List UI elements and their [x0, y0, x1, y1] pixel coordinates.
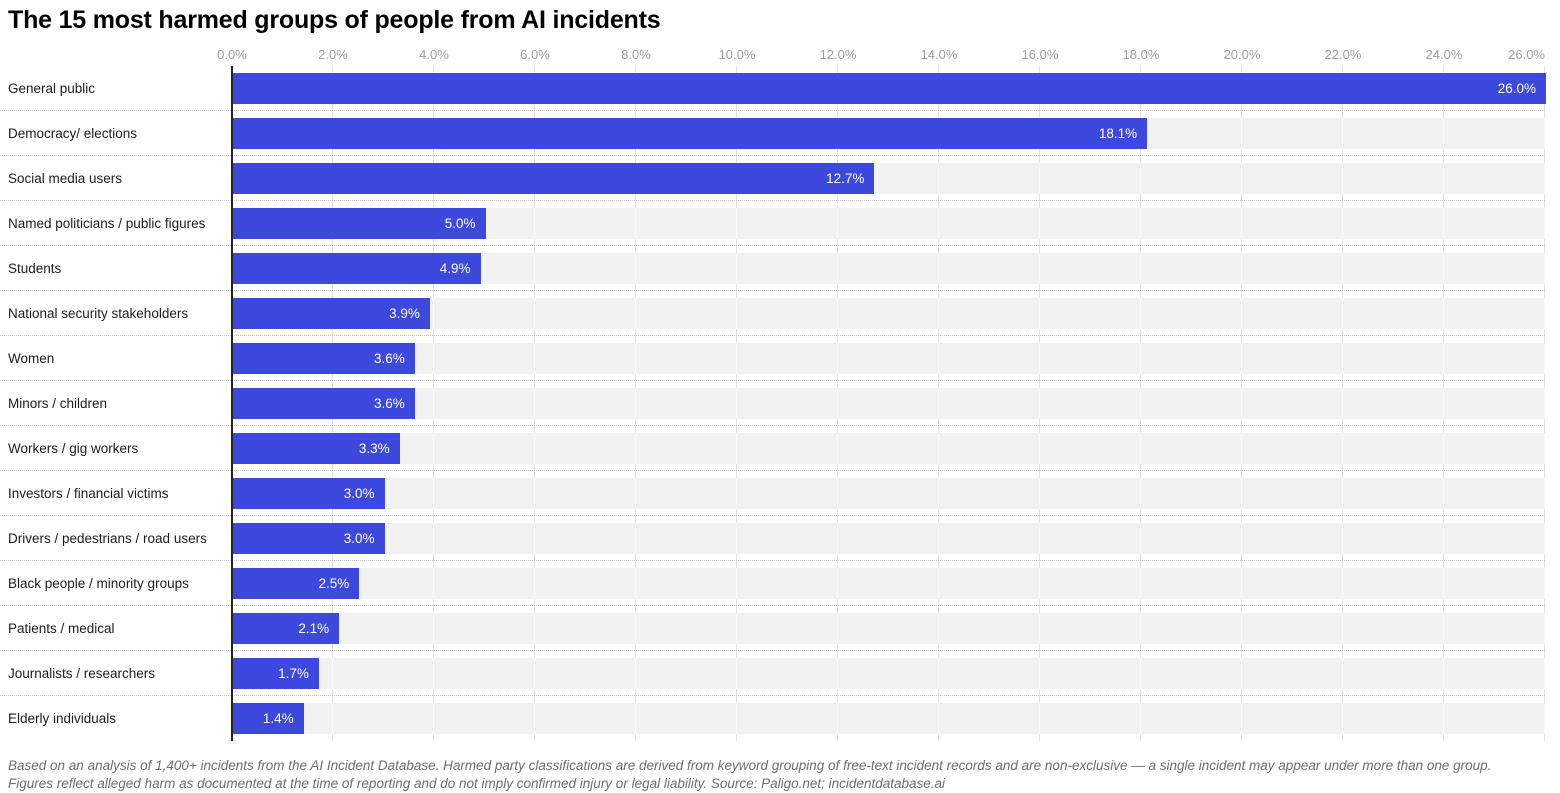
bar-row: National security stakeholders 3.9%	[0, 291, 1545, 336]
bar-track	[232, 703, 1545, 734]
x-axis-tick-label: 10.0%	[718, 47, 756, 62]
x-axis-tick-label: 16.0%	[1021, 47, 1059, 62]
x-axis-tick-label: 22.0%	[1324, 47, 1362, 62]
bar-row: Elderly individuals 1.4%	[0, 696, 1545, 741]
x-axis: 0.0% 2.0% 4.0% 6.0% 8.0% 10.0% 12.0% 14.0% 16.0%…	[0, 47, 1560, 67]
x-axis-tick-label: 24.0%	[1425, 47, 1463, 62]
bar: 3.0%	[233, 478, 385, 509]
bar: 3.6%	[233, 388, 415, 419]
value-label: 3.0%	[343, 486, 375, 501]
category-label: Women	[8, 350, 55, 366]
x-axis-tick-label: 26.0%	[1508, 47, 1545, 62]
footnote-line-2: Figures reflect alleged harm as document…	[8, 775, 946, 791]
bar-row: Patients / medical 2.1%	[0, 606, 1545, 651]
bar-row: Drivers / pedestrians / road users 3.0%	[0, 516, 1545, 561]
category-label: Minors / children	[8, 395, 108, 411]
value-label: 18.1%	[1098, 126, 1138, 141]
category-label: Journalists / researchers	[8, 665, 156, 681]
bar: 1.4%	[233, 703, 304, 734]
bar: 2.5%	[233, 568, 360, 599]
x-axis-tick-label: 18.0%	[1122, 47, 1160, 62]
x-axis-tick-label: 14.0%	[920, 47, 958, 62]
bar: 3.3%	[233, 433, 400, 464]
bar: 3.6%	[233, 343, 415, 374]
zero-axis-line	[231, 66, 233, 741]
bar-track	[232, 343, 1545, 374]
bar-row: Democracy/ elections 18.1%	[0, 111, 1545, 156]
x-axis-tick-label: 8.0%	[621, 47, 651, 62]
bar: 2.1%	[233, 613, 340, 644]
category-label: Black people / minority groups	[8, 575, 189, 591]
bar-row: Named politicians / public figures 5.0%	[0, 201, 1545, 246]
bar-track	[232, 298, 1545, 329]
value-label: 12.7%	[826, 171, 865, 186]
category-label: Investors / financial victims	[8, 485, 169, 501]
category-label: General public	[8, 80, 96, 96]
x-axis-tick-label: 4.0%	[419, 47, 449, 62]
bar: 12.7%	[233, 163, 875, 194]
bar: 26.0%	[233, 73, 1546, 104]
value-label: 5.0%	[444, 216, 476, 231]
chart-footnote: Based on an analysis of 1,400+ incidents…	[8, 757, 1552, 792]
bar: 1.7%	[233, 658, 319, 689]
value-label: 2.1%	[298, 621, 330, 636]
category-label: Drivers / pedestrians / road users	[8, 530, 207, 546]
plot-area: General public 26.0% Democracy/ elections 1…	[0, 66, 1546, 741]
bar-row: Social media users 12.7%	[0, 156, 1545, 201]
value-label: 1.4%	[262, 711, 294, 726]
value-label: 3.6%	[374, 396, 405, 411]
bar-row: General public 26.0%	[0, 66, 1546, 111]
bar-row: Minors / children 3.6%	[0, 381, 1545, 426]
bar-track	[232, 523, 1545, 554]
x-axis-tick-label: 2.0%	[318, 47, 348, 62]
bar-rows: General public 26.0% Democracy/ elections 1…	[0, 66, 1546, 741]
value-label: 26.0%	[1497, 81, 1536, 96]
bar-track	[232, 568, 1545, 599]
category-label: Social media users	[8, 170, 123, 186]
bar-row: Women 3.6%	[0, 336, 1545, 381]
chart-title: The 15 most harmed groups of people from…	[8, 6, 661, 34]
bar-track	[232, 613, 1545, 644]
x-axis-tick-label: 12.0%	[819, 47, 857, 62]
value-label: 3.0%	[343, 531, 375, 546]
category-label: Patients / medical	[8, 620, 115, 636]
value-label: 2.5%	[318, 576, 350, 591]
category-label: Democracy/ elections	[8, 125, 138, 141]
footnote-line-1: Based on an analysis of 1,400+ incidents…	[8, 758, 1492, 773]
bar: 3.9%	[233, 298, 430, 329]
bar-row: Workers / gig workers 3.3%	[0, 426, 1545, 471]
bar-row: Journalists / researchers 1.7%	[0, 651, 1545, 696]
x-axis-tick-label: 0.0%	[217, 47, 247, 62]
bar-track	[232, 388, 1545, 419]
value-label: 3.3%	[358, 441, 390, 456]
bar-row: Black people / minority groups 2.5%	[0, 561, 1545, 606]
bar: 4.9%	[233, 253, 481, 284]
category-label: Named politicians / public figures	[8, 215, 206, 231]
value-label: 1.7%	[278, 666, 309, 681]
bar: 5.0%	[233, 208, 486, 239]
value-label: 4.9%	[439, 261, 471, 276]
category-label: Workers / gig workers	[8, 440, 139, 456]
bar: 18.1%	[233, 118, 1148, 149]
bar-row: Students 4.9%	[0, 246, 1545, 291]
category-label: Students	[8, 260, 62, 276]
bar: 3.0%	[233, 523, 385, 554]
x-axis-tick-label: 20.0%	[1223, 47, 1261, 62]
x-axis-tick-label: 6.0%	[520, 47, 550, 62]
category-label: National security stakeholders	[8, 305, 189, 321]
category-label: Elderly individuals	[8, 711, 117, 726]
bar-row: Investors / financial victims 3.0%	[0, 471, 1545, 516]
bar-track	[232, 658, 1545, 689]
value-label: 3.6%	[374, 351, 405, 366]
value-label: 3.9%	[389, 306, 420, 321]
bar-track	[232, 433, 1545, 464]
bar-track	[232, 478, 1545, 509]
